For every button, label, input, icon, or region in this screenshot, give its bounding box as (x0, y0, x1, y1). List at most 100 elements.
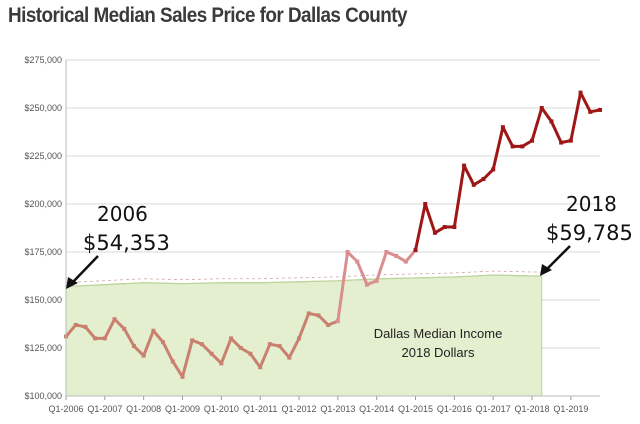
price-line-segment (355, 260, 369, 287)
y-axis-ticks: $100,000 $125,000 $150,000 $175,000 $200,000… (24, 55, 62, 401)
price-point (219, 361, 224, 366)
price-point (394, 253, 399, 258)
x-tick-label: Q1-2008 (126, 404, 161, 414)
price-line-segment (181, 338, 194, 379)
x-tick-label: Q1-2010 (204, 404, 239, 414)
price-line-segment (501, 125, 515, 148)
price-point (598, 107, 602, 112)
price-line-segment (530, 106, 544, 143)
price-point (141, 353, 146, 358)
x-tick-label: Q1-2012 (282, 404, 317, 414)
annotation-end-arrow (545, 245, 571, 271)
annotation-start-arrow (71, 255, 99, 284)
price-line-segment (258, 342, 272, 369)
price-point (364, 282, 369, 287)
y-tick-label: $200,000 (24, 199, 62, 209)
y-tick-label: $100,000 (24, 391, 62, 401)
price-point (102, 336, 107, 341)
price-point (287, 355, 292, 360)
x-tick-label: Q1-2019 (553, 404, 588, 414)
price-line-segment (287, 336, 301, 360)
price-line-segment (248, 352, 262, 369)
price-point (549, 119, 554, 124)
price-point (258, 365, 263, 370)
price-point (199, 342, 204, 347)
price-point (462, 163, 467, 168)
price-point (267, 342, 272, 347)
price-line-segment (171, 359, 185, 379)
price-point (229, 336, 234, 341)
price-line-segment (414, 202, 427, 252)
annotation-end-arrowhead (540, 264, 552, 276)
price-point (413, 248, 418, 253)
price-point (306, 311, 311, 316)
y-tick-label: $225,000 (24, 151, 62, 161)
price-line-segment (219, 336, 233, 365)
annotation-start-value: $54,353 (83, 231, 170, 255)
price-line-segment (103, 317, 117, 340)
price-point (578, 90, 583, 95)
price-line-segment (452, 164, 466, 229)
price-point (403, 259, 408, 264)
price-point (83, 324, 88, 329)
price-point (73, 322, 78, 327)
price-point (248, 351, 253, 356)
x-tick-label: Q1-2006 (48, 404, 83, 414)
price-point (151, 328, 156, 333)
price-point (316, 313, 321, 318)
income-label-line2: 2018 Dollars (402, 345, 475, 360)
price-point (530, 138, 535, 143)
annotation-start-year: 2006 (97, 202, 148, 226)
annotation-end-year: 2018 (566, 192, 617, 216)
x-tick-label: Q1-2015 (398, 404, 433, 414)
x-tick-label: Q1-2007 (87, 404, 122, 414)
y-tick-label: $125,000 (24, 343, 62, 353)
price-line-segment (375, 250, 388, 283)
price-point (481, 177, 486, 182)
annotation-end-value: $59,785 (546, 221, 633, 245)
income-label-line1: Dallas Median Income (374, 326, 503, 341)
price-point (384, 250, 389, 254)
price-line-segment (491, 125, 505, 171)
price-point (112, 317, 117, 322)
price-point (326, 322, 331, 327)
price-point (471, 182, 476, 187)
y-tick-label: $275,000 (24, 55, 62, 65)
price-point (510, 144, 515, 149)
x-tick-label: Q1-2017 (476, 404, 511, 414)
x-tick-label: Q1-2016 (437, 404, 472, 414)
price-point (277, 344, 282, 349)
price-point (568, 138, 573, 143)
y-tick-label: $250,000 (24, 103, 62, 113)
price-line-segment (569, 91, 583, 143)
price-point (190, 338, 195, 343)
price-line-segment (549, 119, 563, 145)
price-point (170, 359, 175, 364)
price-point (345, 250, 350, 254)
x-tick-label: Q1-2018 (515, 404, 550, 414)
price-point (520, 144, 525, 149)
x-tick-label: Q1-2014 (359, 404, 394, 414)
price-line-segment (540, 106, 553, 123)
y-tick-label: $175,000 (24, 247, 62, 257)
price-point (500, 125, 505, 130)
price-point (432, 230, 437, 235)
price-point (442, 225, 447, 230)
x-tick-label: Q1-2011 (243, 404, 277, 414)
price-line-segment (297, 311, 311, 340)
y-tick-label: $150,000 (24, 295, 62, 305)
price-point (131, 344, 136, 349)
price-point (374, 278, 379, 283)
price-point (180, 374, 185, 379)
price-line-segment (462, 164, 476, 187)
price-line-segment (161, 340, 175, 363)
chart-title: Historical Median Sales Price for Dallas… (8, 4, 408, 27)
income-area-dashed-line (65, 270, 542, 283)
price-line-segment (579, 91, 592, 114)
annotation-start-arrowhead (66, 277, 78, 289)
x-tick-label: Q1-2013 (320, 404, 355, 414)
price-point (539, 106, 544, 110)
price-point (161, 340, 166, 345)
price-line-segment (122, 327, 136, 348)
price-line-segment (423, 202, 437, 235)
